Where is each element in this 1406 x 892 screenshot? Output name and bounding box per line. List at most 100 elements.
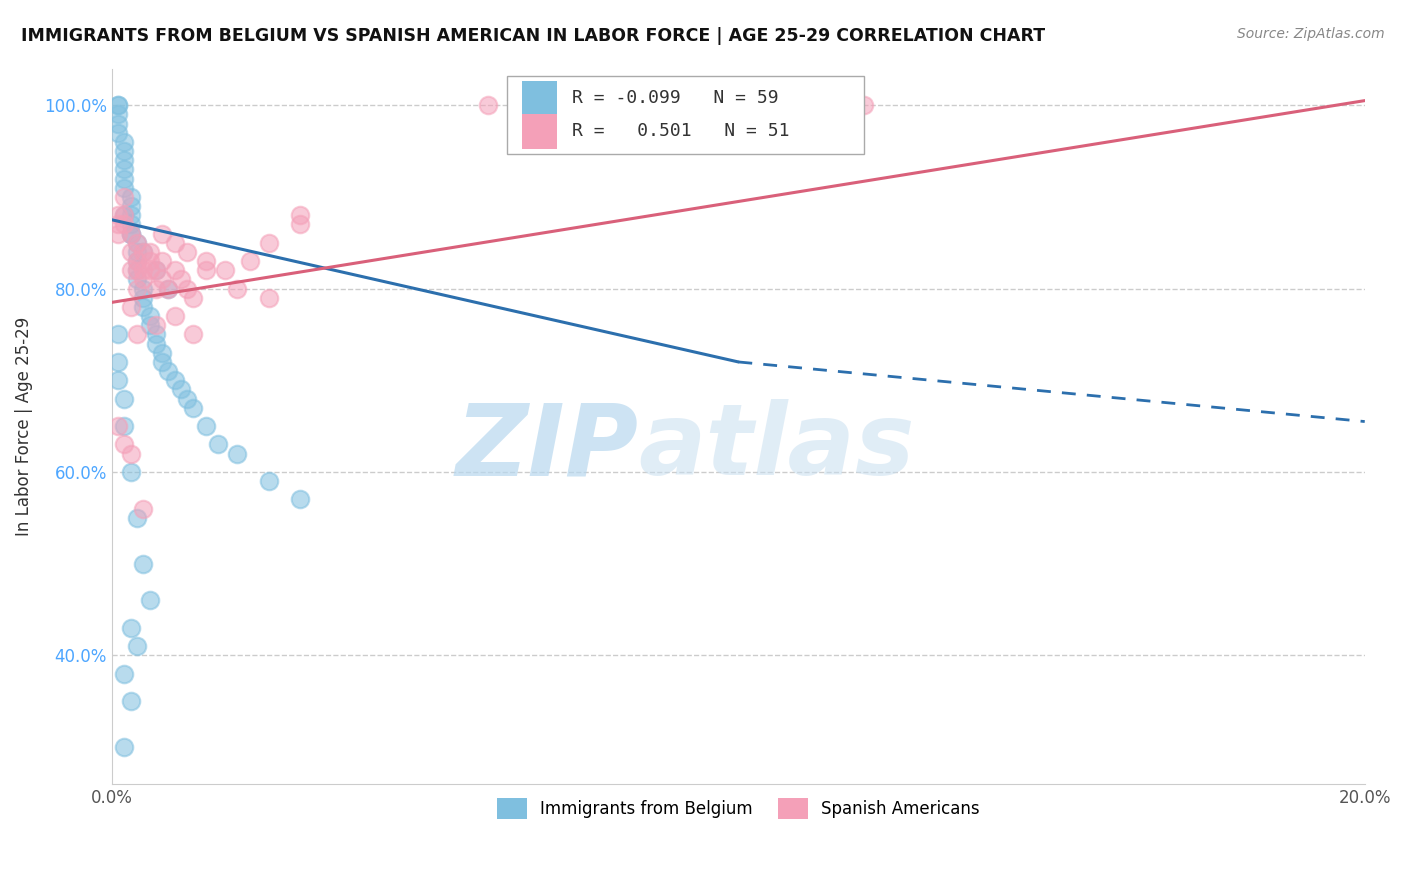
Point [125,235,148,250]
Point [170,383,193,397]
Point [145,282,167,296]
Point [120,199,142,213]
Point [150,227,173,241]
Point [107,116,129,130]
Point [114,437,136,451]
Point [107,227,129,241]
Point [107,107,129,121]
Point [107,218,129,232]
Point [125,254,148,268]
Point [125,282,148,296]
Point [226,447,249,461]
Point [150,355,173,369]
Text: ZIP: ZIP [456,399,638,496]
Point [145,318,167,333]
Point [145,263,167,277]
Point [207,437,229,451]
Legend: Immigrants from Belgium, Spanish Americans: Immigrants from Belgium, Spanish America… [491,792,987,825]
Point [194,419,217,434]
Point [107,355,129,369]
Point [150,272,173,286]
Point [114,135,136,149]
Point [176,392,198,406]
Point [194,254,217,268]
Point [145,327,167,342]
Point [125,327,148,342]
Point [125,254,148,268]
Point [114,171,136,186]
Point [214,263,236,277]
Point [288,208,311,222]
Bar [522,114,557,149]
Text: Source: ZipAtlas.com: Source: ZipAtlas.com [1237,27,1385,41]
Point [288,492,311,507]
Point [114,740,136,755]
Point [120,208,142,222]
Point [138,593,160,607]
Point [107,208,129,222]
Text: R = -0.099   N = 59: R = -0.099 N = 59 [572,89,779,107]
Point [125,639,148,653]
Point [239,254,262,268]
Text: R =   0.501   N = 51: R = 0.501 N = 51 [572,122,789,140]
Point [114,208,136,222]
Point [132,263,155,277]
Point [176,244,198,259]
Point [176,282,198,296]
Point [114,208,136,222]
Point [125,511,148,525]
Point [120,190,142,204]
Point [107,327,129,342]
Point [114,419,136,434]
Point [132,244,155,259]
Point [120,300,142,314]
Point [120,218,142,232]
Point [114,666,136,681]
Point [183,291,205,305]
Point [163,373,186,387]
Point [125,244,148,259]
Point [120,227,142,241]
Point [120,465,142,479]
Point [163,235,186,250]
Point [170,272,193,286]
Point [145,263,167,277]
Point [138,244,160,259]
Point [125,272,148,286]
Point [107,373,129,387]
Point [257,235,280,250]
Bar [522,80,557,115]
Point [107,126,129,140]
Point [107,98,129,112]
Point [477,98,499,112]
Text: IMMIGRANTS FROM BELGIUM VS SPANISH AMERICAN IN LABOR FORCE | AGE 25-29 CORRELATI: IMMIGRANTS FROM BELGIUM VS SPANISH AMERI… [21,27,1045,45]
Point [114,153,136,168]
Text: atlas: atlas [638,399,915,496]
Point [107,419,129,434]
Point [132,244,155,259]
Point [132,282,155,296]
FancyBboxPatch shape [506,76,863,154]
Point [138,309,160,323]
Point [157,282,180,296]
Point [194,263,217,277]
Point [157,364,180,378]
Point [138,263,160,277]
Point [150,254,173,268]
Point [120,694,142,708]
Point [132,272,155,286]
Point [114,392,136,406]
Point [163,263,186,277]
Point [107,98,129,112]
Point [132,300,155,314]
Point [114,144,136,158]
Point [114,162,136,177]
Point [138,318,160,333]
Point [125,235,148,250]
Point [132,291,155,305]
Point [138,254,160,268]
Point [257,291,280,305]
Point [145,336,167,351]
Point [120,244,142,259]
Point [132,557,155,571]
